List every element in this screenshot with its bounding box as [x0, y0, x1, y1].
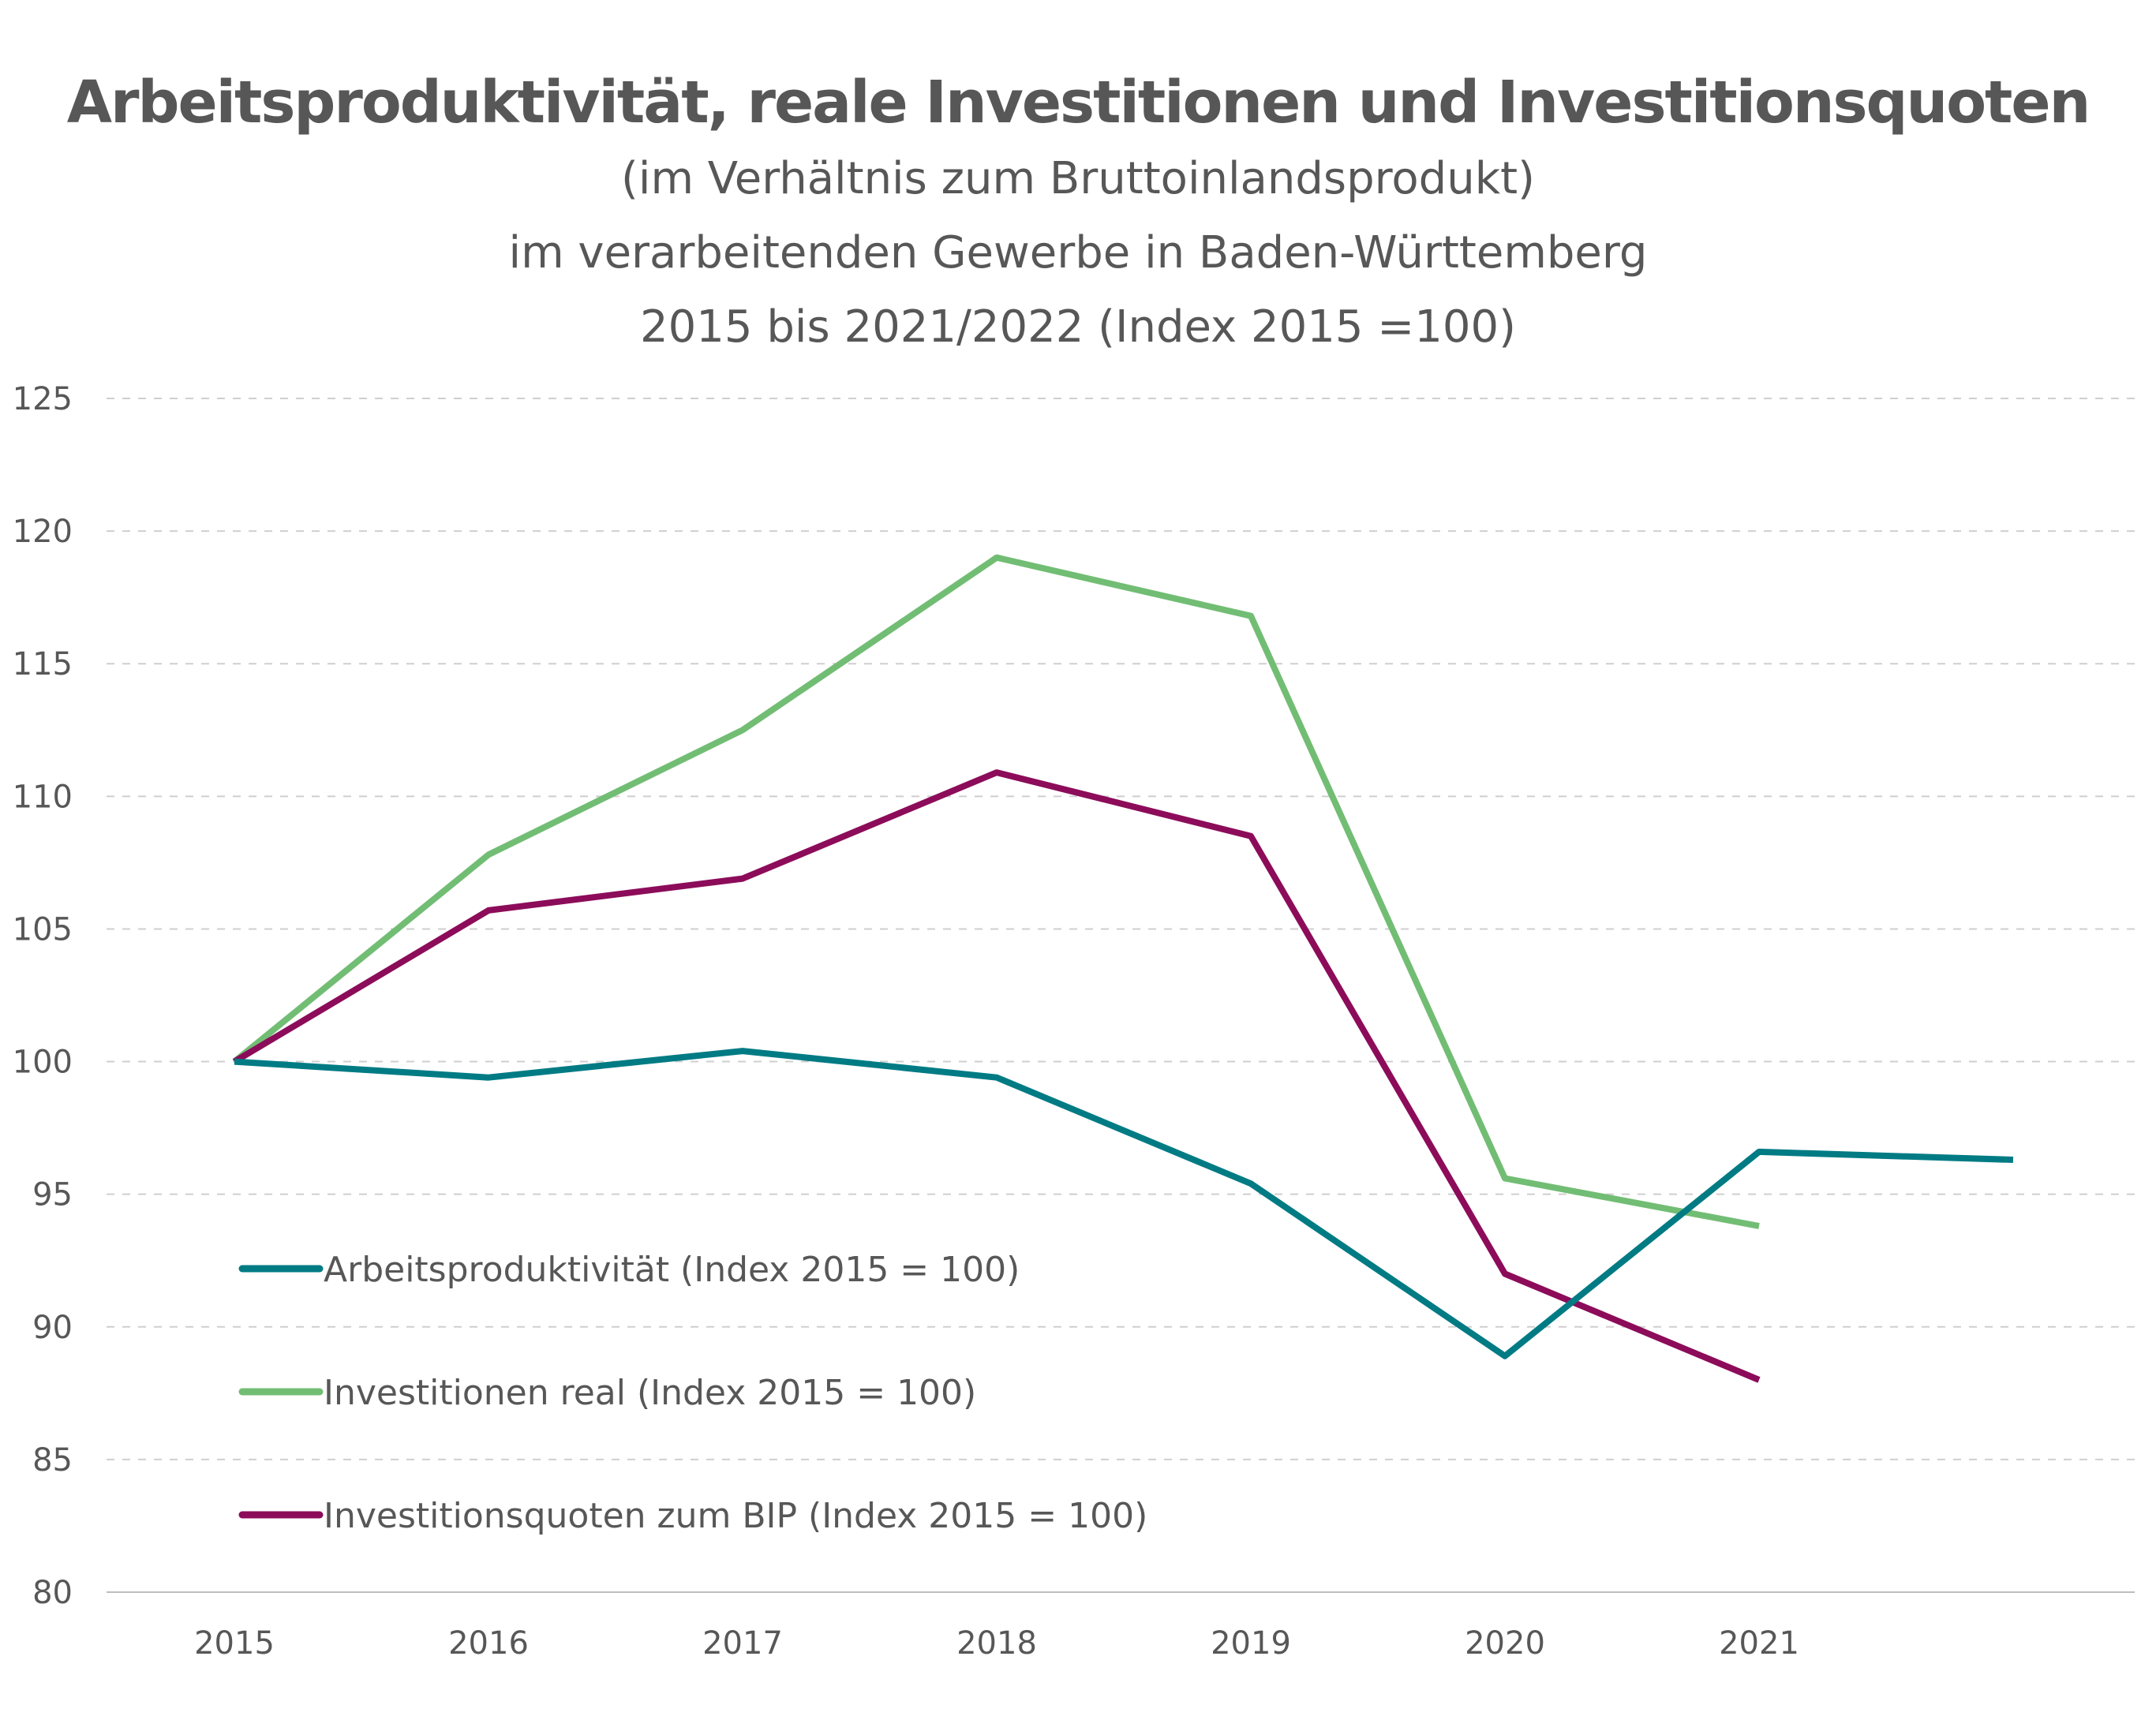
x-axis-ticks: 2015 2016 2017 2018 2019 2020 2021 [194, 1625, 1799, 1662]
grid-lines [107, 398, 2135, 1593]
x-tick-label: 2015 [194, 1625, 275, 1662]
y-tick-label: 110 [13, 779, 73, 815]
y-tick-label: 100 [13, 1045, 73, 1081]
x-tick-label: 2016 [448, 1625, 529, 1662]
y-tick-label: 85 [32, 1442, 73, 1479]
chart-header: Arbeitsproduktivität, reale Investitione… [0, 63, 2156, 365]
legend-label: Arbeitsproduktivität (Index 2015 = 100) [324, 1250, 1020, 1290]
y-tick-label: 105 [13, 911, 73, 948]
chart-title: Arbeitsproduktivität, reale Investitione… [66, 69, 2091, 136]
x-tick-label: 2019 [1211, 1625, 1291, 1662]
y-tick-label: 80 [32, 1575, 73, 1611]
x-tick-label: 2020 [1465, 1625, 1545, 1662]
series-line [234, 1048, 2014, 1359]
chart-subtitle-line-1: (im Verhältnis zum Bruttoinlandsprodukt) [621, 153, 1535, 204]
legend-label: Investitionsquoten zum BIP (Index 2015 =… [324, 1496, 1147, 1536]
series-lines [232, 554, 2014, 1383]
x-tick-label: 2018 [956, 1625, 1037, 1662]
chart-subtitle-line-2: im verarbeitenden Gewerbe in Baden-Württ… [508, 227, 1648, 279]
y-tick-label: 90 [32, 1310, 73, 1346]
chart-subtitle-line-3: 2015 bis 2021/2022 (Index 2015 =100) [640, 301, 1516, 353]
legend-label: Investitionen real (Index 2015 = 100) [324, 1373, 976, 1413]
legend: Arbeitsproduktivität (Index 2015 = 100) I… [238, 1250, 1147, 1536]
x-tick-label: 2017 [702, 1625, 783, 1662]
series-line [232, 769, 1761, 1383]
y-tick-label: 125 [13, 381, 73, 417]
y-tick-label: 120 [13, 514, 73, 550]
y-tick-label: 95 [32, 1177, 73, 1213]
y-axis-ticks: 80 85 90 95 100 105 110 115 120 125 [13, 381, 73, 1611]
series-line [232, 554, 1760, 1229]
y-tick-label: 115 [13, 646, 73, 682]
x-tick-label: 2021 [1719, 1625, 1799, 1662]
